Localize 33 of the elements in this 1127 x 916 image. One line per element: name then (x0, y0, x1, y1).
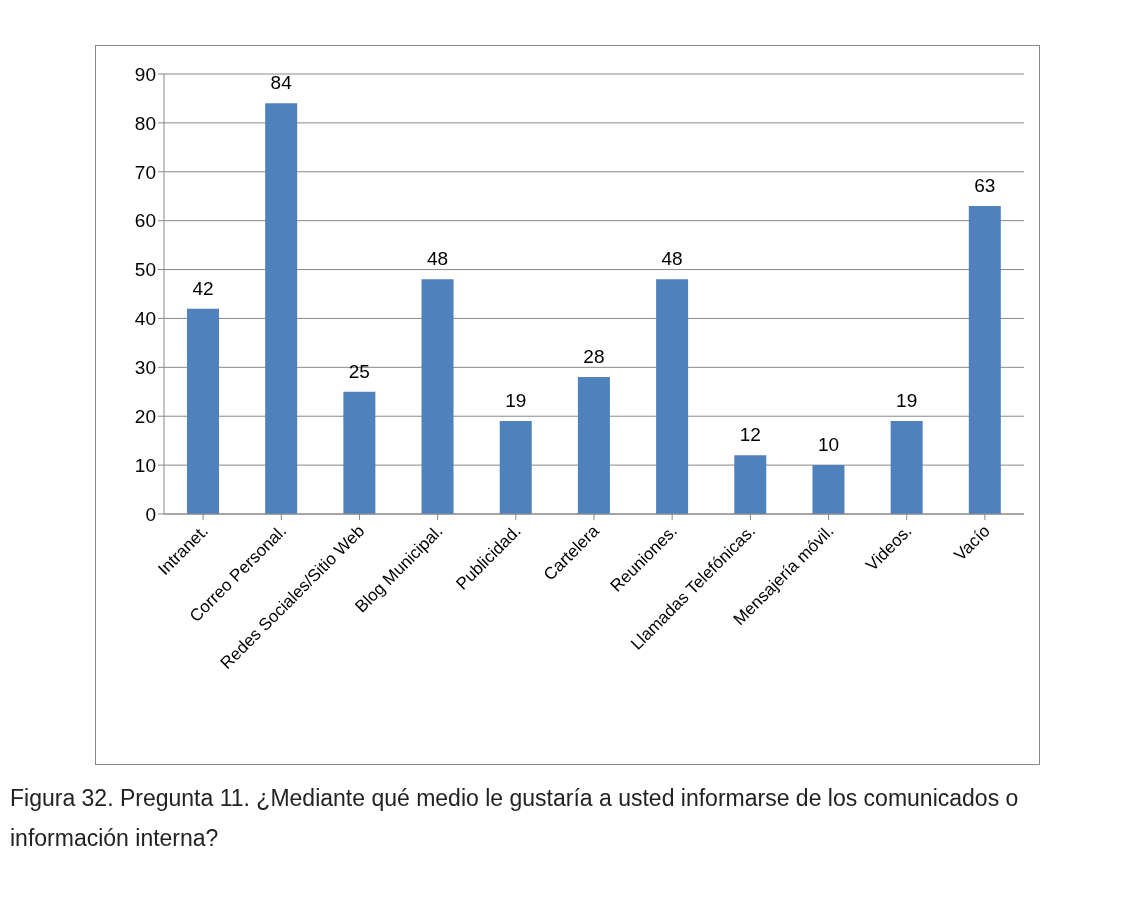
data-label: 42 (192, 277, 214, 299)
bar (812, 465, 845, 514)
data-label: 12 (739, 424, 761, 446)
y-tick-label: 20 (134, 405, 156, 427)
text: Figura 32. Pregunta 11. ¿Mediante qué medio le gustaría a usted informarse de los comunicados o información interna? (10, 784, 1020, 853)
data-label: 63 (974, 175, 996, 196)
y-tick-label: 40 (134, 308, 156, 330)
y-tick-label: 60 (134, 210, 156, 232)
data-label: 48 (426, 248, 449, 270)
bar (968, 206, 1001, 514)
y-tick-label: 90 (134, 63, 156, 85)
bar (890, 421, 923, 514)
y-tick-label: 70 (134, 161, 156, 183)
data-label: 48 (661, 248, 683, 270)
bar (577, 377, 610, 514)
bar (656, 279, 689, 514)
y-tick-label: 50 (134, 259, 156, 281)
bar (421, 279, 454, 514)
data-label: 84 (270, 72, 293, 94)
data-label: 10 (817, 434, 840, 456)
data-label: 25 (348, 360, 370, 382)
bar (734, 455, 767, 514)
data-label: 19 (896, 390, 918, 412)
y-tick-label: 80 (134, 112, 156, 134)
y-tick-label: 10 (134, 454, 156, 476)
bar (343, 391, 376, 514)
bar (265, 103, 298, 514)
y-tick-label: 30 (134, 357, 156, 379)
data-label: 28 (583, 346, 605, 368)
bar (187, 308, 219, 514)
data-label: 19 (505, 390, 527, 412)
bar (499, 421, 532, 514)
y-tick-label: 0 (145, 503, 156, 525)
